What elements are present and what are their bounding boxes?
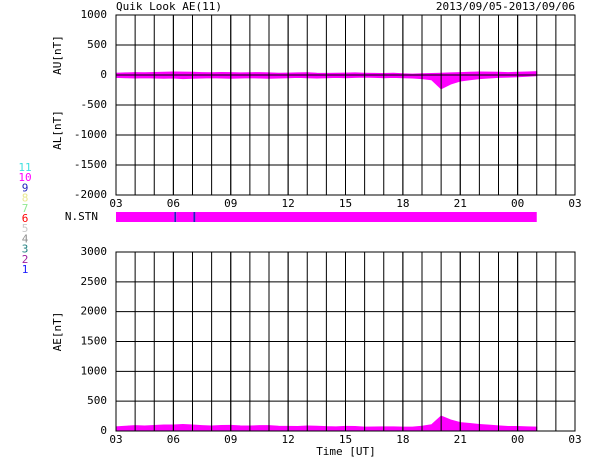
x-tick-label: 09 (224, 433, 237, 446)
x-tick-label: 15 (339, 433, 352, 446)
y-tick-label: 500 (87, 38, 107, 51)
x-tick-label: 06 (167, 197, 180, 210)
y-tick-label: -1000 (74, 128, 107, 141)
area-series (115, 74, 538, 90)
y-tick-label: 0 (100, 68, 107, 81)
x-tick-label: 03 (109, 433, 122, 446)
y-axis-label: AU[nT] (51, 35, 64, 75)
x-tick-label: 12 (282, 433, 295, 446)
y-tick-label: -2000 (74, 188, 107, 201)
y-tick-label: 2000 (81, 305, 108, 318)
chart-title: Quik Look AE(11) (116, 0, 222, 13)
x-tick-label: 15 (339, 197, 352, 210)
x-tick-label: 21 (454, 197, 467, 210)
x-axis-label: Time [UT] (316, 445, 376, 458)
station-legend-label: 9 (22, 181, 29, 194)
station-segment (174, 212, 177, 222)
x-tick-label: 09 (224, 197, 237, 210)
y-tick-label: 2500 (81, 275, 108, 288)
x-tick-label: 00 (511, 433, 524, 446)
x-tick-label: 06 (167, 433, 180, 446)
station-legend-label: 1 (22, 263, 29, 276)
plot-frame (115, 14, 576, 196)
station-legend-label: 10 (18, 171, 31, 184)
station-legend-label: 8 (22, 192, 29, 205)
station-legend-label: 6 (22, 212, 29, 225)
x-tick-label: 21 (454, 433, 467, 446)
y-tick-label: 500 (87, 394, 107, 407)
station-segment (195, 212, 537, 222)
station-legend-label: 3 (22, 243, 29, 256)
station-legend-label: 11 (18, 161, 31, 174)
y-tick-label: -500 (81, 98, 108, 111)
date-range: 2013/09/05-2013/09/06 (436, 0, 575, 13)
station-segment (193, 212, 196, 222)
y-tick-label: 1000 (81, 364, 108, 377)
station-legend-label: 2 (22, 253, 29, 266)
y-tick-label: 0 (100, 424, 107, 437)
y-tick-label: 3000 (81, 245, 108, 258)
station-segment (116, 212, 175, 222)
x-tick-label: 03 (109, 197, 122, 210)
x-tick-label: 18 (396, 197, 409, 210)
x-tick-label: 03 (568, 433, 581, 446)
x-tick-label: 18 (396, 433, 409, 446)
station-legend-label: 7 (22, 202, 29, 215)
station-label: N.STN (65, 210, 98, 223)
y-tick-label: 1000 (81, 8, 108, 21)
area-series (115, 415, 538, 432)
x-tick-label: 03 (568, 197, 581, 210)
y-tick-label: -1500 (74, 158, 107, 171)
x-tick-label: 00 (511, 197, 524, 210)
x-tick-label: 12 (282, 197, 295, 210)
station-legend-label: 4 (22, 232, 29, 245)
station-segment (176, 212, 194, 222)
y-tick-label: 1500 (81, 335, 108, 348)
y-axis-label: AE[nT] (51, 312, 64, 352)
station-legend-label: 5 (22, 222, 29, 235)
plot-frame (115, 251, 576, 432)
y-axis-label: AL[nT] (51, 110, 64, 150)
